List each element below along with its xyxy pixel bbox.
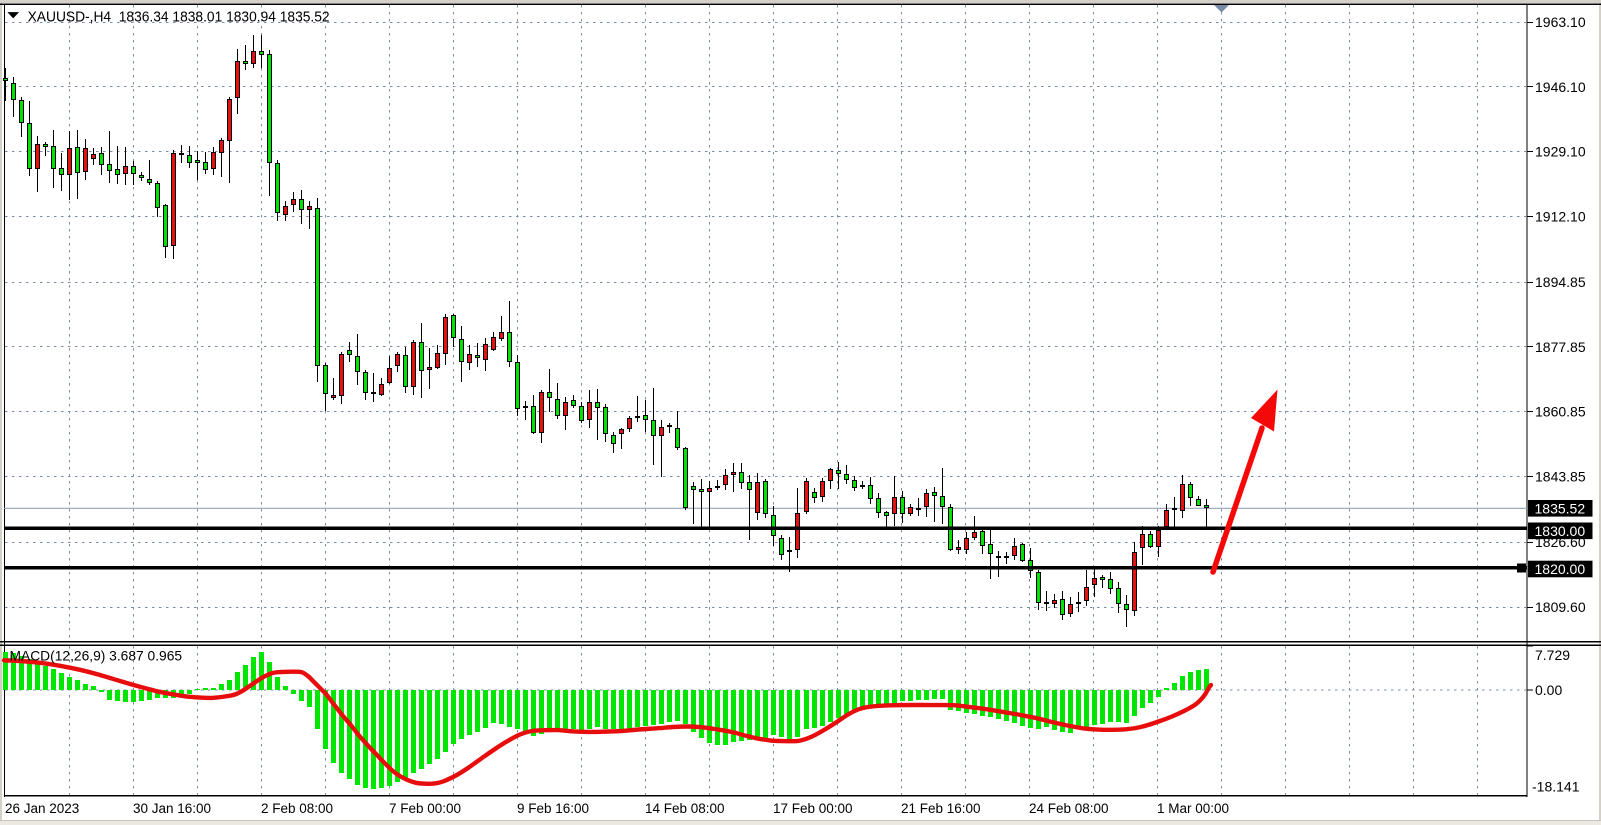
svg-text:1809.60: 1809.60 [1535, 599, 1586, 615]
svg-text:17 Feb 00:00: 17 Feb 00:00 [773, 801, 853, 816]
svg-text:MACD(12,26,9) 3.687 0.965: MACD(12,26,9) 3.687 0.965 [10, 649, 183, 664]
svg-text:1929.10: 1929.10 [1535, 144, 1586, 160]
svg-text:1912.10: 1912.10 [1535, 208, 1586, 224]
svg-text:0.00: 0.00 [1535, 682, 1562, 698]
svg-text:1830.00: 1830.00 [1535, 523, 1586, 539]
svg-text:24 Feb 08:00: 24 Feb 08:00 [1029, 801, 1109, 816]
svg-text:1820.00: 1820.00 [1535, 561, 1586, 577]
svg-text:7.729: 7.729 [1535, 647, 1570, 663]
svg-text:1946.10: 1946.10 [1535, 79, 1586, 95]
svg-text:2 Feb 08:00: 2 Feb 08:00 [261, 801, 333, 816]
svg-text:1 Mar 00:00: 1 Mar 00:00 [1157, 801, 1229, 816]
svg-text:26 Jan 2023: 26 Jan 2023 [5, 801, 79, 816]
svg-text:1963.10: 1963.10 [1535, 14, 1586, 30]
svg-text:1877.85: 1877.85 [1535, 339, 1586, 355]
svg-text:7 Feb 00:00: 7 Feb 00:00 [389, 801, 461, 816]
svg-text:1835.52: 1835.52 [1535, 500, 1586, 516]
svg-text:21 Feb 16:00: 21 Feb 16:00 [901, 801, 981, 816]
svg-text:1894.85: 1894.85 [1535, 274, 1586, 290]
svg-text:1843.85: 1843.85 [1535, 469, 1586, 485]
svg-text:1860.85: 1860.85 [1535, 404, 1586, 420]
svg-text:XAUUSD-,H4 1836.34 1838.01 18: XAUUSD-,H4 1836.34 1838.01 1830.94 1835.… [28, 8, 330, 25]
svg-text:14 Feb 08:00: 14 Feb 08:00 [645, 801, 725, 816]
svg-text:30 Jan 16:00: 30 Jan 16:00 [133, 801, 211, 816]
svg-text:-18.141: -18.141 [1532, 779, 1580, 795]
svg-text:9 Feb 16:00: 9 Feb 16:00 [517, 801, 589, 816]
